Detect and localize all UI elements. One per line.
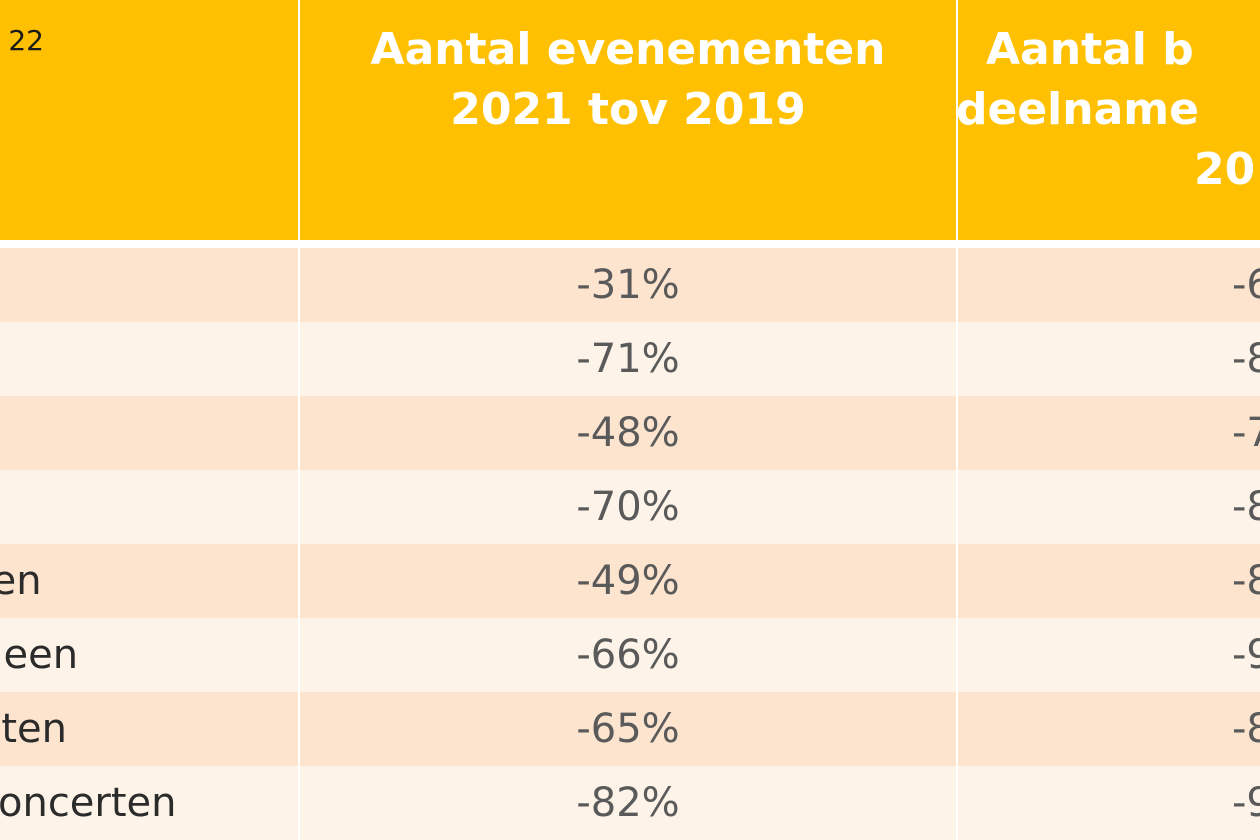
header-participants-line-3: 20 <box>1194 144 1256 195</box>
row-participants-change: -8 <box>1232 336 1260 382</box>
row-participants-change: -8 <box>1232 558 1260 604</box>
header-participants-line-2: deelname <box>956 84 1199 135</box>
row-participants-change: -8 <box>1232 706 1260 752</box>
header-events-line-1: Aantal evenementen <box>370 24 886 75</box>
header-events-line-2: 2021 tov 2019 <box>450 84 806 135</box>
row-events-change: -66% <box>576 632 680 678</box>
row-label <box>0 396 298 470</box>
header-divider <box>0 240 1260 248</box>
row-events-change: -48% <box>576 410 680 456</box>
row-label: ten <box>0 558 42 604</box>
row-events-change: -70% <box>576 484 680 530</box>
column-divider <box>298 0 300 840</box>
row-label: concerten <box>0 780 177 826</box>
column-divider <box>956 0 958 840</box>
table-row: nten -65% -8 <box>0 692 1260 766</box>
table-row: ten -49% -8 <box>0 544 1260 618</box>
row-label: rieen <box>0 632 79 678</box>
table-row: -71% -8 <box>0 322 1260 396</box>
row-participants-change: -8 <box>1232 484 1260 530</box>
table-header: 22 Aantal evenementen 2021 tov 2019 Aant… <box>0 0 1260 240</box>
row-events-change: -65% <box>576 706 680 752</box>
row-participants-change: -9 <box>1232 780 1260 826</box>
table-row: rieen -66% -9 <box>0 618 1260 692</box>
row-label <box>0 470 298 544</box>
row-events-change: -71% <box>576 336 680 382</box>
table-body: -31% -6 -71% -8 -48% -7 -70% -8 ten -49%… <box>0 248 1260 840</box>
row-label <box>0 322 298 396</box>
table-row: -48% -7 <box>0 396 1260 470</box>
row-events-change: -31% <box>576 262 680 308</box>
header-participants-line-1: Aantal b <box>986 24 1194 75</box>
table-row: concerten -82% -9 <box>0 766 1260 840</box>
row-participants-change: -7 <box>1232 410 1260 456</box>
header-corner-text: 22 <box>8 24 44 57</box>
header-cell-events: Aantal evenementen 2021 tov 2019 <box>300 0 956 240</box>
table-row: -31% -6 <box>0 248 1260 322</box>
row-events-change: -82% <box>576 780 680 826</box>
header-cell-label: 22 <box>0 0 298 240</box>
row-participants-change: -9 <box>1232 632 1260 678</box>
table-row: -70% -8 <box>0 470 1260 544</box>
row-participants-change: -6 <box>1232 262 1260 308</box>
header-cell-participants: Aantal b deelname 20 <box>956 0 1260 240</box>
row-label: nten <box>0 706 67 752</box>
row-label <box>0 248 298 322</box>
row-events-change: -49% <box>576 558 680 604</box>
